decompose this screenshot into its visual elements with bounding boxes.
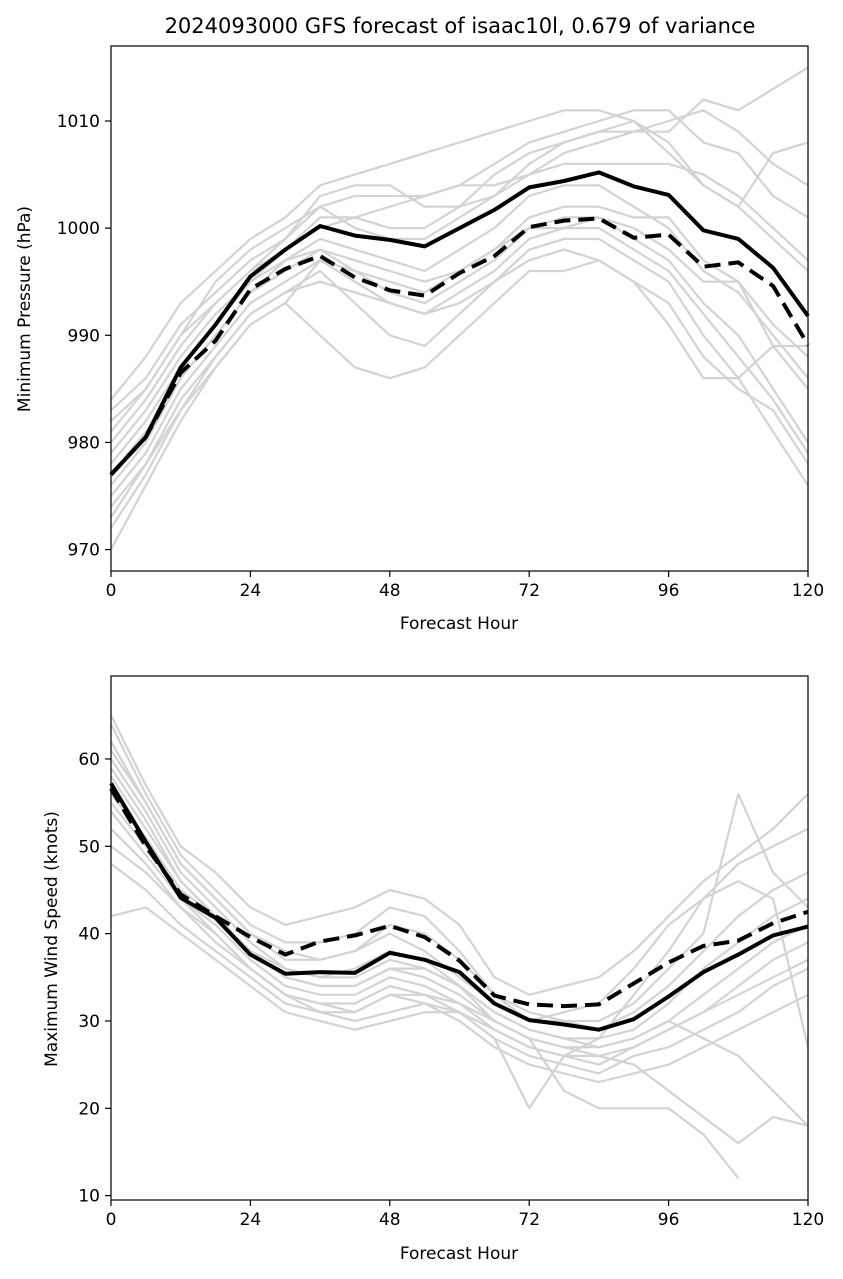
wind-x-tick-label: 48 — [379, 1210, 401, 1230]
wind-series-15-line — [110, 810, 809, 1066]
wind-series-1-line — [109, 787, 809, 1009]
pressure-series-15-line — [110, 216, 809, 551]
pressure-series-4-line — [110, 184, 809, 454]
wind-series-7-line — [110, 862, 809, 1084]
pressure-x-tick-label: 96 — [658, 581, 680, 601]
pressure-series-1-line — [109, 216, 810, 476]
pressure-y-tick-label: 970 — [68, 541, 100, 561]
pressure-series-11-line — [110, 227, 809, 497]
wind-y-tick-label: 60 — [78, 750, 100, 770]
pressure-y-tick-label: 1000 — [57, 219, 100, 239]
wind-y-tick-label: 20 — [78, 1099, 100, 1119]
pressure-series-5-line — [110, 216, 809, 486]
pressure-series-7-line — [110, 259, 809, 529]
pressure-axes-frame — [110, 45, 809, 572]
pressure-x-tick-label: 48 — [379, 581, 401, 601]
pressure-y-tick-label: 980 — [68, 433, 100, 453]
pressure-x-tick-label: 120 — [792, 581, 824, 601]
pressure-series-9-line — [110, 109, 809, 444]
pressure-series-3-line — [110, 119, 809, 433]
wind-y-tick-label: 10 — [78, 1187, 100, 1207]
pressure-y-tick-label: 990 — [68, 326, 100, 346]
wind-y-tick-label: 30 — [78, 1012, 100, 1032]
wind-series-4-line — [110, 775, 809, 1049]
pressure-x-tick-label: 24 — [240, 581, 262, 601]
pressure-series-14-line — [110, 248, 808, 518]
pressure-x-label: Forecast Hour — [400, 614, 518, 634]
wind-y-tick-label: 40 — [78, 925, 100, 945]
wind-y-tick-label: 50 — [78, 837, 100, 857]
wind-axes-ticks: 0 24 48 72 96 120 10 20 30 40 50 60 — [78, 750, 824, 1230]
pressure-x-tick-label: 0 — [106, 581, 117, 601]
pressure-main-lines — [109, 170, 810, 476]
pressure-y-tick-label: 1010 — [57, 112, 100, 132]
wind-x-tick-label: 24 — [240, 1210, 262, 1230]
wind-x-label: Forecast Hour — [400, 1244, 518, 1264]
wind-x-tick-label: 72 — [518, 1210, 540, 1230]
wind-panel: 0 24 48 72 96 120 10 20 30 40 50 60 Forecast Hour M… — [42, 675, 824, 1264]
wind-series-12-line — [110, 845, 809, 1145]
wind-series-10-line — [110, 723, 810, 1048]
wind-y-label: Maximum Wind Speed (knots) — [42, 811, 62, 1067]
pressure-ensemble-lines — [110, 66, 809, 551]
pressure-panel: 0 24 48 72 96 120 970 980 990 1000 1010 Forecast H… — [15, 45, 824, 634]
pressure-x-tick-label: 72 — [518, 581, 540, 601]
wind-series-0-line — [109, 782, 809, 1032]
pressure-series-0-line — [109, 170, 810, 476]
wind-axes-frame — [110, 675, 809, 1201]
chart-title: 2024093000 GFS forecast of isaac10l, 0.6… — [165, 14, 756, 38]
wind-series-8-line — [110, 714, 809, 996]
wind-x-tick-label: 0 — [106, 1210, 117, 1230]
pressure-series-6-line — [110, 237, 809, 508]
wind-series-13-line — [110, 767, 740, 1179]
pressure-axes-ticks: 0 24 48 72 96 120 970 980 990 1000 1010 — [57, 112, 824, 601]
wind-x-tick-label: 96 — [658, 1210, 680, 1230]
pressure-series-10-line — [110, 66, 809, 422]
pressure-series-12-line — [110, 109, 809, 401]
wind-series-14-line — [110, 749, 809, 1023]
wind-main-lines — [109, 782, 809, 1032]
wind-x-tick-label: 120 — [792, 1210, 824, 1230]
pressure-y-label: Minimum Pressure (hPa) — [15, 206, 35, 412]
